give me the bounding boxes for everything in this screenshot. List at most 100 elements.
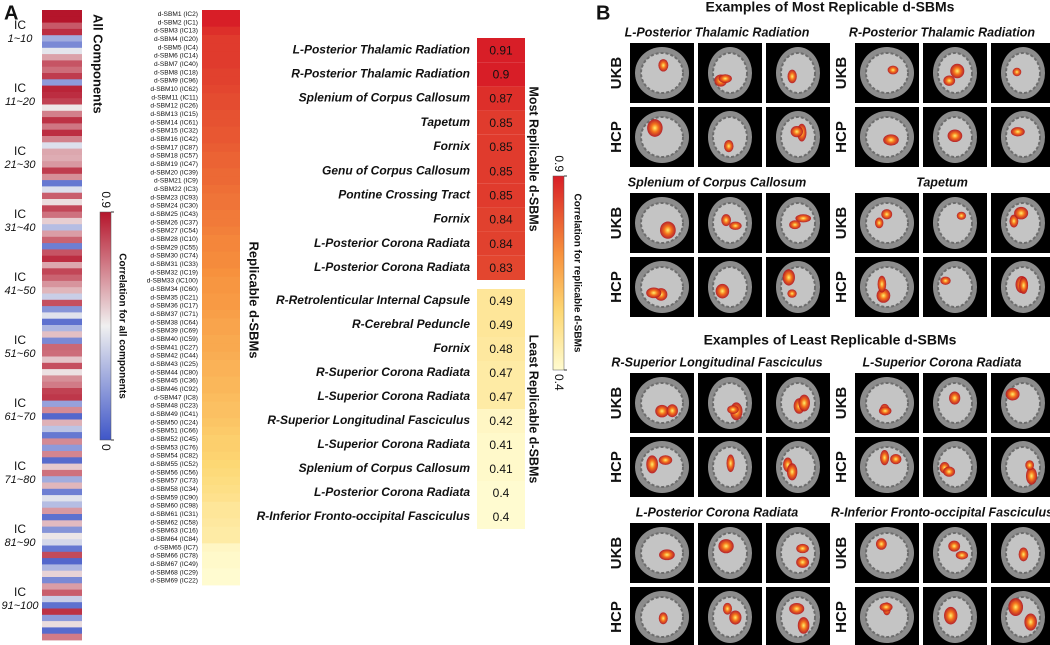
activation [1024,613,1037,631]
activation [883,134,899,146]
heatmap-cell [42,614,82,622]
heatmap-cell [42,369,82,376]
brain-image [991,43,1050,103]
row-label: d-SBM29 (IC55) [150,244,198,251]
brain-inner [640,202,684,244]
brain-image [855,373,919,433]
colorbar [552,175,565,371]
heatmap-cell [42,381,82,389]
heatmap-cell [202,93,240,103]
heatmap-cell [42,104,82,112]
table-name: L-Posterior Thalamic Radiation [293,42,470,56]
heatmap-cell [42,293,82,301]
table-name: L-Posterior Corona Radiata [314,485,470,499]
activation [646,287,662,299]
heatmap-cell [42,98,82,105]
row-label: d-SBM57 (IC73) [150,478,198,485]
table-value: 0.9 [493,67,510,81]
brain-image [766,587,830,645]
row-label: d-SBM47 (IC8) [154,394,198,401]
table-cell [477,337,525,361]
heatmap-cell [202,226,240,236]
activation [1009,214,1019,228]
row-label: d-SBM40 (IC59) [150,336,198,343]
activation [787,289,797,298]
heatmap-cell [42,117,82,124]
activation [947,129,963,143]
heatmap-cell [42,54,82,61]
activation [944,606,958,625]
brain-image [991,523,1050,583]
group-range: 71~80 [5,474,37,486]
row-label: d-SBM41 (IC27) [150,344,198,351]
heatmap-cell [42,243,82,250]
row-label: d-SBM37 (IC71) [150,311,198,318]
group-range: 41~50 [5,285,37,297]
brain-image [630,257,694,317]
group-label: IC [14,333,26,347]
brain-image [923,107,987,167]
row-label: d-SBM27 (IC54) [150,228,198,235]
brain-image [923,193,987,253]
activation [950,63,965,79]
heatmap-cell [202,360,240,369]
heatmap-cell [42,539,82,546]
activation [718,74,732,84]
heatmap-cell [202,243,240,253]
heatmap-cell [42,230,82,238]
example-title: Tapetum [916,175,968,189]
group-range: 51~60 [5,348,37,360]
heatmap-cell [202,118,240,128]
activation [721,214,731,227]
table-cell [477,159,525,184]
row-label: d-SBM69 (IC22) [150,578,198,585]
brain-image [923,373,987,433]
activation [874,217,884,229]
heatmap-cell [42,142,82,149]
heatmap-cell [42,236,82,244]
section-title: Examples of Least Replicable d-SBMs [704,332,957,348]
brain-image [923,523,987,583]
row-label: d-SBM39 (IC69) [150,328,198,335]
table-value: 0.47 [489,390,513,404]
heatmap-cell [202,451,240,461]
activation [715,283,730,299]
heatmap-cell [202,551,240,561]
panel-label: B [596,2,610,24]
activation [1025,467,1038,485]
heatmap-cell [202,501,240,511]
heatmap-cell [42,10,82,17]
table-cell [477,207,525,232]
activation [729,610,742,625]
heatmap-cell [42,217,82,225]
row-label: d-SBM58 (IC34) [150,486,198,493]
group-range: 91~100 [1,600,39,612]
heatmap-cell [42,79,82,86]
activation [782,269,795,286]
brain-inner [865,266,909,308]
row-label: d-SBM18 (IC57) [150,153,198,160]
brain-image [923,43,987,103]
heatmap-cell [202,201,240,211]
row-label: d-SBM3 (IC13) [154,28,198,35]
row-label: UKB [833,537,850,570]
table-value: 0.91 [489,43,513,57]
example-title: Splenium of Corpus Callosum [628,175,807,189]
heatmap-cell [42,532,82,540]
heatmap-cell [42,180,82,187]
heatmap-cell [202,260,240,269]
table-cell [477,86,525,111]
brain-inner [640,116,684,158]
heatmap-cell [202,185,240,194]
table-cell [477,481,525,505]
heatmap-cell [42,469,82,477]
group-label: IC [14,459,26,473]
row-label: d-SBM30 (IC74) [150,253,198,260]
activation [724,140,734,153]
table-name: R-Retrolenticular Internal Capsule [276,293,470,307]
brain-image [698,107,762,167]
activation [787,69,797,84]
row-label: UKB [833,57,850,90]
row-label: d-SBM23 (IC93) [150,194,198,201]
